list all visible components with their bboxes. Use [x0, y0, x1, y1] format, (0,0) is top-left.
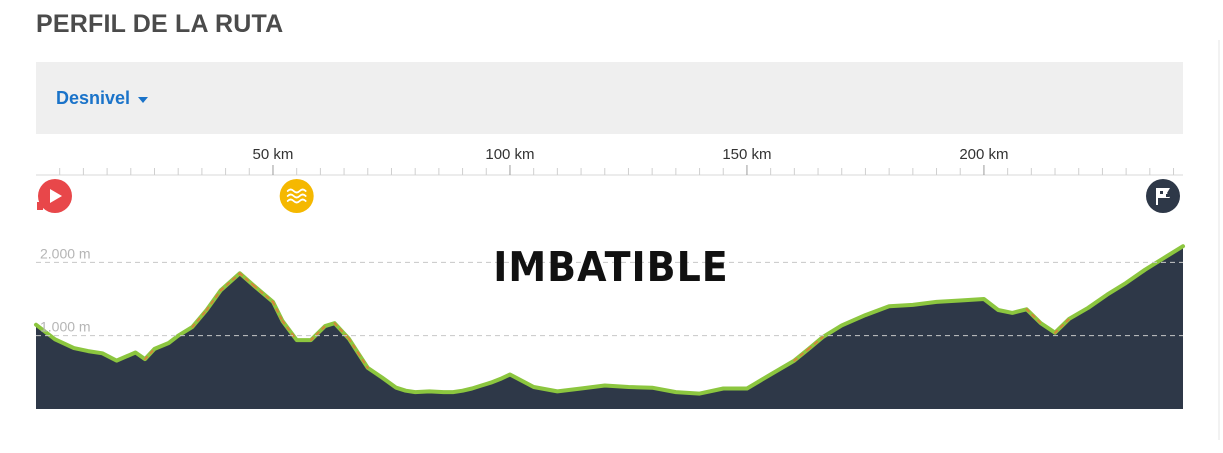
x-tick-label: 200 km: [959, 146, 1008, 163]
page-title: PERFIL DE LA RUTA: [36, 10, 284, 38]
steep-segment: [144, 347, 156, 361]
steep-segment: [271, 300, 284, 322]
y-tick-label: 2.000 m: [40, 245, 91, 261]
metric-dropdown[interactable]: Desnivel: [56, 88, 149, 109]
water-wave-glyph: [286, 198, 307, 204]
steep-segment: [1054, 317, 1071, 334]
steep-segment: [191, 309, 208, 328]
caret-down-icon: [138, 96, 149, 103]
play-glyph: [50, 189, 62, 203]
flag-check: [1166, 194, 1169, 197]
profile-toolbar: Desnivel: [36, 62, 1183, 134]
steep-segment: [357, 352, 369, 369]
water-wave-glyph: [286, 188, 307, 194]
water-icon: [279, 179, 314, 213]
flag-check: [1160, 191, 1163, 194]
watermark-text: IMBATIBLE: [493, 243, 728, 291]
start-pin-tail: [37, 202, 43, 210]
elevation-area: [36, 246, 1183, 409]
metric-dropdown-label: Desnivel: [56, 88, 131, 108]
start-icon: [37, 179, 72, 213]
panel-divider: [1218, 40, 1220, 440]
steep-segment: [347, 337, 360, 355]
steep-segment: [793, 347, 810, 362]
steep-segment: [807, 336, 824, 350]
water-wave-glyph: [286, 193, 307, 199]
steep-segment: [238, 272, 256, 287]
elevation-line: [34, 244, 1185, 396]
x-tick-label: 150 km: [722, 146, 771, 163]
steep-segment: [1025, 308, 1042, 325]
x-tick-label: 50 km: [253, 146, 294, 163]
finish-flag-icon: [1146, 179, 1180, 213]
water-icon-badge: [279, 179, 314, 213]
x-tick-label: 100 km: [485, 146, 534, 163]
y-tick-label: 1.000 m: [40, 319, 91, 335]
steep-segment: [309, 325, 327, 342]
steep-segment: [281, 320, 298, 342]
